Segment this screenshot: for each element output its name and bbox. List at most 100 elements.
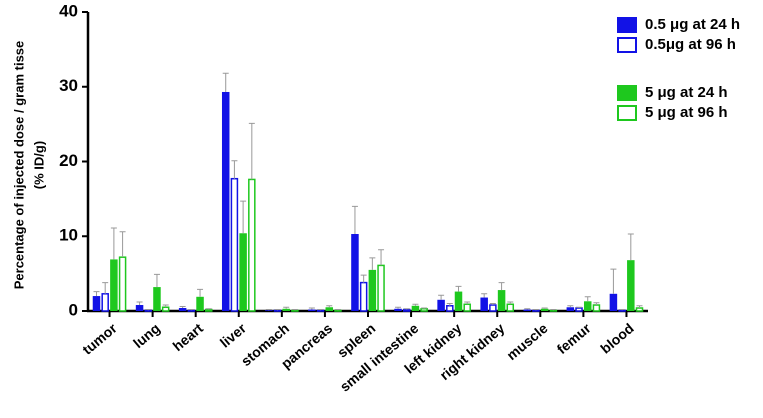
bar [221, 91, 230, 311]
bar [540, 308, 549, 311]
x-tick-label: muscle [503, 320, 550, 363]
bar [178, 308, 187, 311]
bar [420, 308, 428, 312]
error-bar [550, 309, 557, 311]
error-bar [464, 301, 471, 305]
error-bar [240, 200, 247, 234]
bar [437, 299, 445, 311]
bar [291, 309, 299, 312]
bar [402, 308, 411, 312]
x-tick-label: lung [130, 320, 163, 351]
error-bar [438, 294, 445, 300]
bar [609, 293, 618, 311]
bar [618, 309, 626, 312]
bar [351, 234, 359, 311]
error-bar [93, 291, 100, 297]
bar [506, 303, 515, 312]
bar [153, 287, 161, 311]
error-bar [110, 227, 117, 260]
bar [489, 304, 497, 312]
bar [359, 281, 368, 312]
error-bar [205, 308, 212, 310]
error-bar [421, 307, 428, 309]
legend-label: 0.5 μg at 24 h [645, 16, 740, 33]
bar [265, 310, 273, 311]
error-bar [222, 72, 229, 92]
bar [308, 309, 316, 311]
error-bar [179, 306, 186, 309]
bar [282, 308, 290, 311]
bar [135, 305, 144, 311]
legend-label: 0.5μg at 96 h [645, 36, 736, 53]
bar [144, 309, 153, 312]
error-bar [610, 268, 617, 294]
error-bar [291, 309, 298, 311]
bar [394, 308, 402, 311]
error-bar [395, 306, 402, 309]
bar [377, 264, 385, 312]
error-bar [308, 307, 315, 310]
legend-swatch [617, 105, 637, 121]
error-bar [455, 285, 462, 292]
error-bar [119, 231, 126, 258]
error-bar [360, 274, 367, 283]
bar [549, 309, 558, 312]
y-axis-title: Percentage of injected dose / gram tisse… [11, 41, 46, 290]
legend-swatch [617, 37, 637, 53]
error-bar [326, 305, 333, 308]
x-tick-label: liver [217, 320, 250, 351]
y-tick-label: 10 [59, 226, 78, 245]
bar [575, 307, 583, 312]
y-axis-title-line: (% ID/g) [31, 141, 46, 189]
bar [92, 296, 101, 311]
x-tick-label: blood [597, 320, 636, 357]
bar [101, 293, 109, 312]
error-bar [274, 309, 281, 311]
x-tick-label: femur [554, 320, 595, 358]
error-bar [378, 249, 385, 266]
error-bar [489, 303, 496, 306]
error-bar [619, 309, 626, 311]
bar [411, 305, 420, 311]
bar [583, 301, 592, 311]
error-bar [162, 304, 169, 308]
bar [497, 290, 506, 311]
error-bar [283, 306, 290, 309]
error-bar [627, 233, 634, 261]
bar [204, 308, 213, 312]
legend-swatch [617, 85, 637, 101]
bar [480, 297, 488, 311]
bar [196, 296, 204, 311]
bar [566, 307, 575, 311]
bar [325, 307, 334, 311]
error-bar [498, 282, 505, 291]
error-bar [369, 257, 376, 270]
error-bar [576, 306, 583, 309]
bar [239, 233, 247, 311]
error-bar [153, 273, 160, 288]
error-bar [524, 308, 531, 310]
legend-swatch [617, 17, 637, 33]
error-bar [412, 303, 419, 306]
y-tick-label: 40 [59, 1, 78, 20]
bar [118, 256, 127, 312]
bar [334, 309, 342, 312]
error-bar [636, 305, 643, 309]
error-bar [265, 309, 272, 311]
error-bar [593, 302, 600, 306]
bar [316, 309, 325, 312]
error-bar [481, 293, 488, 298]
x-tick-label: heart [169, 320, 206, 354]
error-bar [446, 303, 453, 306]
error-bar [507, 301, 514, 305]
error-bar [248, 122, 255, 180]
bar [635, 307, 644, 312]
bar [368, 269, 377, 311]
bar [110, 259, 118, 311]
error-bar [584, 296, 591, 302]
error-bar [334, 309, 341, 311]
bar [273, 309, 282, 312]
bar [187, 309, 196, 312]
